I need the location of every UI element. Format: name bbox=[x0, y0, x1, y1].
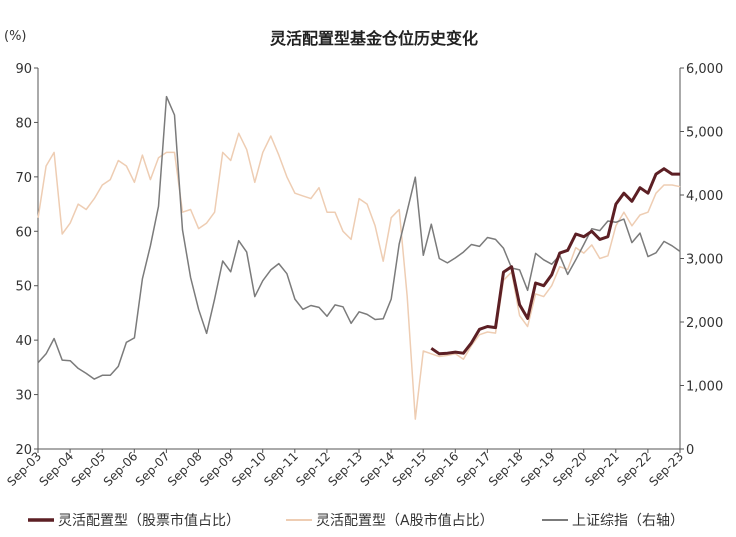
x-tick-label: Sep-13 bbox=[325, 449, 365, 489]
x-tick-label: Sep-10 bbox=[229, 449, 269, 489]
right-tick-label: 3,000 bbox=[686, 253, 723, 268]
series-layer bbox=[37, 95, 681, 420]
right-tick-label: 6,000 bbox=[686, 62, 723, 77]
left-tick-label: 90 bbox=[15, 62, 32, 77]
x-tick-label: Sep-12 bbox=[293, 449, 333, 489]
legend: 灵活配置型（股票市值占比） 灵活配置型（A股市值占比） 上证综指（右轴） bbox=[28, 512, 684, 529]
x-tick-label: Sep-04 bbox=[36, 449, 76, 489]
right-tick-label: 5,000 bbox=[686, 126, 723, 141]
series-line-2 bbox=[37, 95, 681, 380]
left-tick-label: 60 bbox=[15, 225, 32, 240]
x-tick-label: Sep-22 bbox=[614, 449, 654, 489]
left-tick-label: 20 bbox=[15, 443, 32, 458]
x-tick-label: Sep-07 bbox=[133, 449, 173, 489]
x-tick-label: Sep-23 bbox=[646, 449, 686, 489]
x-tick-label: Sep-17 bbox=[454, 449, 494, 489]
legend-label-2: 上证综指（右轴） bbox=[572, 513, 684, 529]
right-tick-label: 0 bbox=[686, 443, 694, 458]
legend-label-1: 灵活配置型（A股市值占比） bbox=[316, 512, 494, 529]
right-tick-label: 2,000 bbox=[686, 316, 723, 331]
left-axis: 20 30 40 50 60 70 80 90 bbox=[15, 62, 39, 458]
series-line-1 bbox=[37, 132, 681, 420]
right-tick-label: 1,000 bbox=[686, 380, 723, 395]
x-tick-label: Sep-20 bbox=[550, 449, 590, 489]
x-tick-label: Sep-08 bbox=[165, 449, 205, 489]
x-tick-label: Sep-18 bbox=[486, 449, 526, 489]
left-tick-label: 50 bbox=[15, 280, 32, 295]
x-tick-label: Sep-19 bbox=[518, 449, 558, 489]
chart-title: 灵活配置型基金仓位历史变化 bbox=[270, 29, 478, 48]
left-tick-label: 80 bbox=[15, 116, 32, 131]
legend-label-0: 灵活配置型（股票市值占比） bbox=[58, 512, 240, 529]
series-line-0 bbox=[430, 167, 681, 356]
left-tick-label: 40 bbox=[15, 334, 32, 349]
x-axis: Sep-03Sep-04Sep-05Sep-06Sep-07Sep-08Sep-… bbox=[4, 448, 686, 489]
x-tick-label: Sep-06 bbox=[101, 449, 141, 489]
left-tick-label: 30 bbox=[15, 389, 32, 404]
x-tick-label: Sep-14 bbox=[357, 449, 397, 489]
x-tick-label: Sep-05 bbox=[69, 449, 109, 489]
x-tick-label: Sep-15 bbox=[390, 449, 430, 489]
x-tick-label: Sep-11 bbox=[261, 449, 301, 489]
x-tick-label: Sep-16 bbox=[422, 449, 462, 489]
x-tick-label: Sep-09 bbox=[197, 449, 237, 489]
left-axis-unit: (%) bbox=[4, 29, 27, 44]
right-tick-label: 4,000 bbox=[686, 189, 723, 204]
right-axis: 0 1,000 2,000 3,000 4,000 5,000 6,000 bbox=[679, 62, 723, 458]
left-tick-label: 70 bbox=[15, 171, 32, 186]
x-tick-label: Sep-21 bbox=[582, 449, 622, 489]
